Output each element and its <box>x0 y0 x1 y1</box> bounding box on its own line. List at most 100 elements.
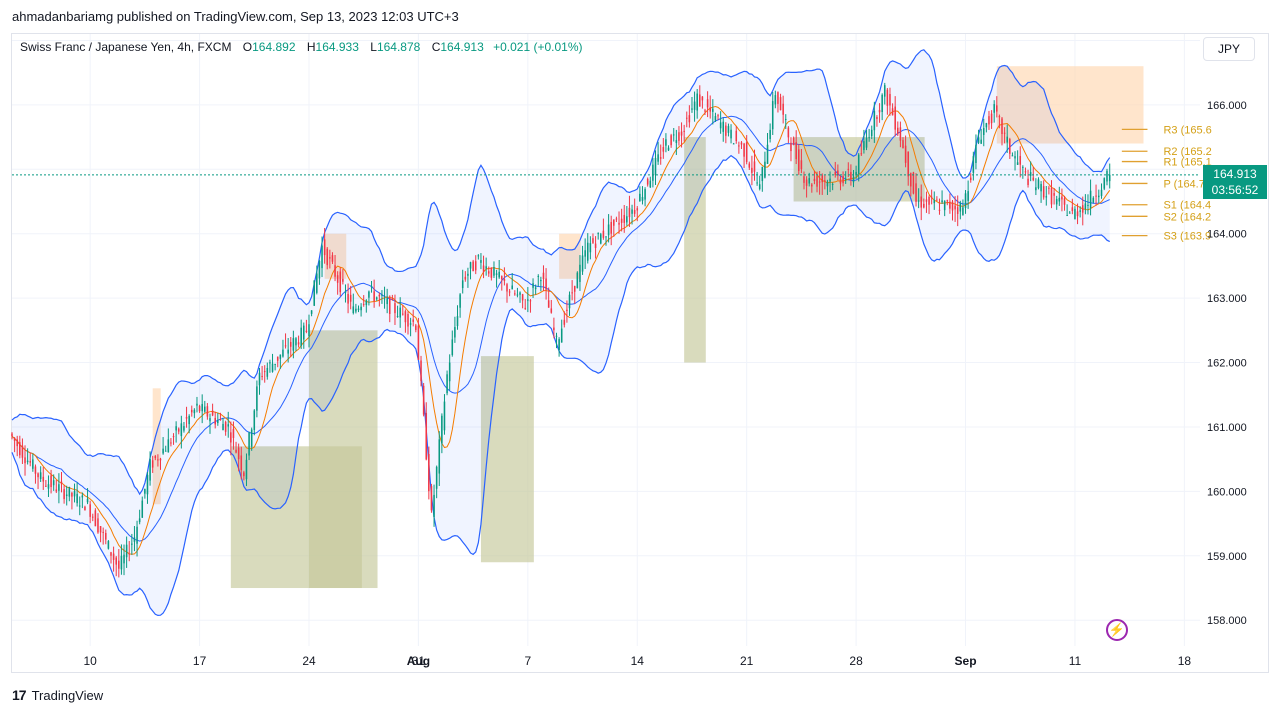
candle-body <box>391 298 394 300</box>
candle-body <box>177 428 180 432</box>
candle-body <box>310 310 313 314</box>
candle-body <box>253 410 256 430</box>
candle-body <box>883 85 886 97</box>
candle-body <box>902 140 904 149</box>
candle-body <box>224 421 227 432</box>
candle-body <box>78 505 81 507</box>
middle-band <box>11 115 1110 542</box>
change-value: +0.021 (+0.01%) <box>493 40 583 54</box>
candle-body <box>107 541 110 549</box>
candle-body <box>1076 211 1079 217</box>
candle-body <box>13 438 16 441</box>
candle-body <box>904 145 907 163</box>
candle-body <box>375 297 378 300</box>
candle-body <box>928 196 930 205</box>
tradingview-brand[interactable]: TradingView <box>31 687 104 703</box>
candle-body <box>190 409 193 413</box>
candle-body <box>912 172 915 194</box>
candle-body <box>336 275 339 283</box>
band-fill <box>12 49 1110 616</box>
candle-body <box>1100 189 1103 196</box>
candle-body <box>456 316 459 327</box>
candle-body <box>258 372 261 386</box>
candle-body <box>180 423 183 437</box>
demand-zone <box>480 356 534 563</box>
candle-body <box>487 271 490 274</box>
candle-body <box>149 459 151 481</box>
candle-body <box>490 267 493 278</box>
candle-body <box>243 472 245 477</box>
close-value: 164.913 <box>440 40 484 54</box>
candle-body <box>428 454 430 492</box>
candle-body <box>1068 212 1071 214</box>
candle-body <box>323 239 326 256</box>
bar-countdown: 03:56:52 <box>1211 182 1259 197</box>
lightning-icon[interactable]: ⚡ <box>1106 619 1128 641</box>
candle-body <box>610 221 612 234</box>
candle-body <box>157 459 159 461</box>
candle-body <box>954 205 956 210</box>
candle-body <box>386 298 388 305</box>
candle-body <box>396 316 399 318</box>
candle-body <box>438 439 441 474</box>
candle-body <box>214 417 216 425</box>
candle-body <box>55 489 58 492</box>
candle-body <box>1095 195 1097 197</box>
candle-body <box>727 126 730 133</box>
candle-body <box>998 116 1001 118</box>
candle-body <box>691 108 693 110</box>
chart-frame <box>11 33 1269 673</box>
candle-body <box>37 473 39 478</box>
currency-button[interactable]: JPY <box>1203 37 1255 61</box>
candle-body <box>120 555 123 570</box>
candle-body <box>696 93 698 111</box>
candle-body <box>949 201 951 209</box>
tradingview-logo[interactable]: 17 <box>12 687 27 703</box>
candle-body <box>464 276 467 280</box>
candle-body <box>560 328 563 343</box>
candle-body <box>388 296 391 314</box>
candle-body <box>276 356 279 361</box>
candle-body <box>771 101 774 130</box>
candle-body <box>292 338 295 351</box>
candle-body <box>1042 186 1045 198</box>
candle-body <box>459 294 461 308</box>
candle-body <box>521 294 524 301</box>
candle-body <box>1103 178 1106 189</box>
low-label: L <box>370 40 377 54</box>
candle-body <box>357 308 360 311</box>
candle-body <box>131 543 133 545</box>
candle-body <box>600 234 602 244</box>
pivot-levels: R3 (165.6 R2 (165.2R1 (165.1 P (164.78 S1 (… <box>1121 124 1212 243</box>
candle-body <box>339 271 342 293</box>
candle-body <box>584 250 586 257</box>
candle-body <box>956 207 959 214</box>
candle-body <box>550 308 553 313</box>
candle-body <box>495 273 498 275</box>
candle-body <box>516 294 519 296</box>
candle-body <box>636 208 639 211</box>
candle-body <box>133 537 136 542</box>
candle-body <box>198 405 201 412</box>
candle-body <box>183 426 185 431</box>
price-tick-label: 161.000 <box>1207 422 1247 434</box>
candle-body <box>352 306 355 313</box>
candle-body <box>65 494 68 496</box>
candle-body <box>279 354 282 359</box>
candle-body <box>68 486 71 497</box>
candle-body <box>980 139 982 144</box>
candle-body <box>303 325 305 340</box>
candle-body <box>125 544 128 558</box>
candle-body <box>154 456 157 459</box>
candle-body <box>138 518 141 523</box>
candle-body <box>782 103 784 115</box>
candle-body <box>308 324 310 337</box>
candle-body <box>709 107 711 112</box>
candle-body <box>829 178 831 182</box>
candle-body <box>151 460 154 468</box>
low-value: 164.878 <box>376 40 421 54</box>
candle-body <box>58 484 60 491</box>
candle-body <box>519 292 521 295</box>
candle-body <box>162 448 164 454</box>
